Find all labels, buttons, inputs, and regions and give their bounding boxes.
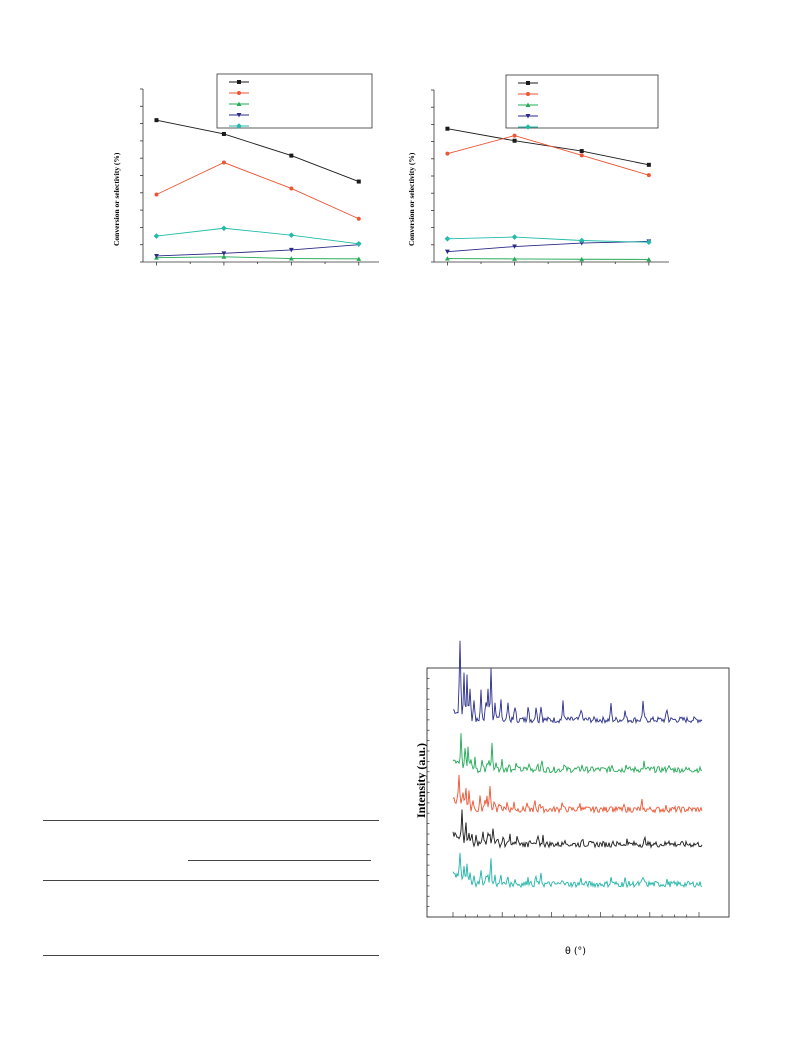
series-line: [447, 258, 649, 260]
data-point: [646, 257, 652, 262]
xrd-figure: Intensity (a.u.) θ (°): [405, 640, 735, 970]
series-3: [154, 254, 362, 261]
data-point: [289, 153, 294, 158]
data-point: [512, 138, 517, 143]
data-point: [578, 237, 585, 244]
catalysis-figure-right: Conversion or selectivity (%): [402, 68, 682, 278]
legend-swatch-marker: [237, 80, 241, 84]
data-point: [221, 254, 227, 259]
data-point: [288, 247, 294, 253]
series-4: [154, 242, 362, 259]
data-point: [288, 232, 295, 238]
legend-swatch-marker: [236, 113, 242, 118]
legend-box: [505, 74, 659, 129]
data-point: [512, 256, 517, 261]
catalysis-chart-right: Conversion or selectivity (%): [407, 74, 669, 266]
series-1: [445, 126, 651, 167]
xrd-pattern-1: [452, 640, 703, 725]
y-axis-label: Conversion or selectivity (%): [407, 152, 416, 246]
data-point: [154, 192, 159, 197]
series-5: [444, 234, 652, 246]
data-point: [221, 131, 226, 136]
plot-area: [140, 88, 379, 266]
data-point: [356, 216, 361, 221]
data-point: [646, 239, 652, 246]
series-line: [156, 227, 359, 245]
plot-area: [431, 89, 669, 266]
data-point: [579, 153, 584, 158]
series-2: [154, 160, 361, 221]
legend-swatch-marker: [526, 81, 530, 85]
data-point: [154, 118, 159, 123]
data-point: [356, 256, 362, 261]
series-line: [156, 244, 359, 257]
legend-swatch-marker: [526, 92, 530, 96]
catalysis-chart-left: Conversion or selectivity (%): [112, 73, 379, 266]
data-point: [579, 256, 585, 262]
series-line: [447, 240, 649, 253]
table-top-rule: [43, 820, 379, 821]
series-line: [447, 135, 649, 176]
data-point: [512, 133, 517, 138]
data-point: [153, 233, 160, 239]
table-header-rule: [43, 880, 379, 881]
data-point: [445, 151, 450, 156]
y-axis-label: Conversion or selectivity (%): [112, 152, 121, 246]
legend-swatch-marker: [525, 114, 531, 119]
data-point: [154, 253, 159, 259]
plot-frame: [426, 667, 730, 918]
series-5: [153, 225, 362, 247]
data-point: [511, 234, 518, 240]
xrd-pattern-4: [452, 809, 703, 849]
data-point: [444, 235, 451, 242]
data-point: [445, 249, 450, 255]
table-bottom-rule: [43, 955, 379, 956]
x-axis-label: θ (°): [565, 946, 586, 957]
legend-swatch-marker: [237, 91, 241, 95]
xrd-pattern-5: [452, 852, 703, 889]
legend: [216, 73, 373, 129]
series-line: [447, 236, 649, 243]
series-line: [447, 128, 649, 166]
data-point: [646, 173, 651, 178]
data-point: [288, 256, 294, 261]
data-point: [579, 149, 584, 154]
series-line: [156, 119, 359, 182]
series-3: [445, 256, 652, 262]
data-point: [445, 256, 450, 261]
xrd-pattern-2: [452, 733, 703, 775]
series-2: [445, 133, 651, 178]
catalysis-figure-left: Conversion or selectivity (%): [105, 68, 385, 278]
data-point: [512, 244, 517, 249]
data-point: [289, 186, 294, 191]
legend-swatch-marker: [525, 102, 531, 107]
legend-swatch-marker: [236, 123, 242, 129]
legend: [505, 74, 659, 130]
data-point: [221, 160, 226, 165]
data-point: [646, 162, 651, 167]
xrd-chart: Intensity (a.u.) θ (°): [414, 640, 730, 957]
data-point: [221, 225, 227, 232]
data-point: [445, 126, 450, 131]
xrd-plot-area: [426, 640, 730, 918]
xrd-pattern-3: [452, 774, 703, 815]
series-1: [154, 118, 361, 184]
data-point: [221, 251, 227, 256]
series-line: [156, 256, 359, 260]
data-point: [355, 241, 362, 247]
series-line: [156, 162, 359, 220]
data-point: [356, 179, 361, 184]
legend-box: [216, 73, 373, 129]
table-header-subrule: [188, 860, 371, 861]
legend-swatch-marker: [236, 101, 242, 106]
y-axis-label: Intensity (a.u.): [414, 743, 428, 818]
